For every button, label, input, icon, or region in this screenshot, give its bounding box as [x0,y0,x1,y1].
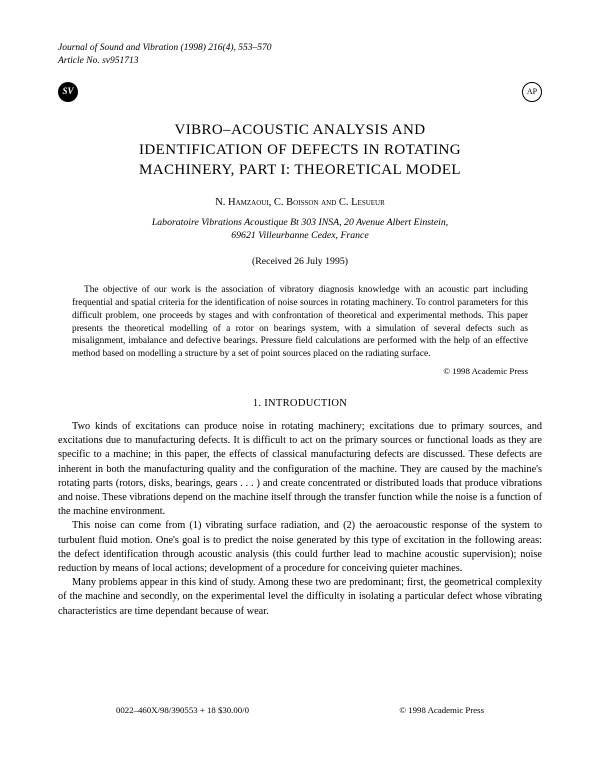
received-date: (Received 26 July 1995) [58,255,542,269]
affiliation: Laboratoire Vibrations Acoustique Bt 303… [58,217,542,242]
page-footer: 0022–460X/98/390553 + 18 $30.00/0 © 1998… [116,704,484,716]
affiliation-line-2: 69621 Villeurbanne Cedex, France [231,230,368,241]
ap-logo-icon: AP [522,82,542,102]
section-number: 1. [253,398,261,409]
title-line-1: VIBRO–ACOUSTIC ANALYSIS AND [175,122,426,138]
footer-left: 0022–460X/98/390553 + 18 $30.00/0 [116,704,249,716]
logo-row: SV AP [58,82,542,102]
section-name: INTRODUCTION [264,398,347,409]
journal-line: Journal of Sound and Vibration (1998) 21… [58,42,542,55]
body-paragraph: Two kinds of excitations can produce noi… [58,420,542,519]
abstract: The objective of our work is the associa… [72,284,528,361]
affiliation-line-1: Laboratoire Vibrations Acoustique Bt 303… [152,217,448,228]
sv-logo-icon: SV [58,82,78,102]
section-heading: 1. INTRODUCTION [58,397,542,412]
authors: N. Hamzaoui, C. Boisson and C. Lesueur [58,196,542,211]
article-number: Article No. sv951713 [58,55,542,68]
body-paragraph: Many problems appear in this kind of stu… [58,576,542,619]
footer-right: © 1998 Academic Press [399,704,484,716]
journal-header: Journal of Sound and Vibration (1998) 21… [58,42,542,68]
copyright-abstract: © 1998 Academic Press [58,365,528,377]
title-line-3: MACHINERY, PART I: THEORETICAL MODEL [139,162,461,178]
title-line-2: IDENTIFICATION OF DEFECTS IN ROTATING [139,142,461,158]
body-paragraph: This noise can come from (1) vibrating s… [58,519,542,576]
paper-title: VIBRO–ACOUSTIC ANALYSIS AND IDENTIFICATI… [58,120,542,181]
